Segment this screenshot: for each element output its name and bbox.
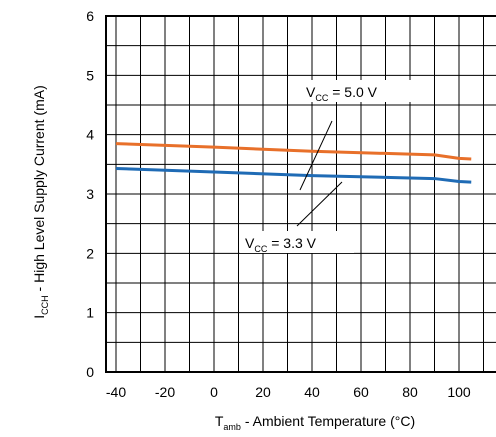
- annotation-5v: VCC = 5.0 V: [306, 84, 378, 103]
- x-tick-label-3: 20: [255, 384, 271, 400]
- annotation-3v3-rest: = 3.3 V: [267, 235, 316, 251]
- x-axis-label-main: T: [215, 413, 224, 429]
- series-line-0: [115, 142, 472, 161]
- annotation-leader-5v: [299, 120, 333, 191]
- series-line-1: [115, 166, 472, 184]
- grid: [106, 16, 496, 372]
- annotation-5v-main: V: [306, 84, 316, 100]
- x-tick-label-5: 60: [353, 384, 369, 400]
- series-lines: [115, 142, 472, 184]
- x-tick-labels: -40 -20 0 20 40 60 80 100: [106, 384, 471, 400]
- y-tick-label-6: 6: [86, 8, 94, 24]
- y-tick-label-3: 3: [86, 186, 94, 202]
- x-tick-label-7: 100: [447, 384, 471, 400]
- y-axis-label: ICCH - High Level Supply Current (mA): [31, 85, 50, 318]
- y-tick-label-4: 4: [86, 127, 94, 143]
- plot-frame: [105, 15, 496, 373]
- annotation-5v-sub: CC: [315, 93, 328, 103]
- y-axis-label-sub: CCH: [40, 295, 50, 315]
- annotation-3v3-main: V: [245, 235, 255, 251]
- x-tick-label-4: 40: [304, 384, 320, 400]
- y-tick-label-1: 1: [86, 305, 94, 321]
- x-tick-label-6: 80: [402, 384, 418, 400]
- y-axis-label-rest: - High Level Supply Current (mA): [31, 85, 47, 295]
- y-axis-label-main: I: [31, 315, 47, 319]
- annotation-bg-5v: [301, 80, 415, 102]
- x-axis-label-rest: - Ambient Temperature (°C): [241, 413, 415, 429]
- x-axis-label-sub: amb: [223, 422, 241, 432]
- annotation-5v-rest: = 5.0 V: [328, 84, 377, 100]
- annotation-leader-3v3: [296, 181, 343, 227]
- x-axis-label: Tamb - Ambient Temperature (°C): [215, 413, 415, 432]
- y-tick-label-0: 0: [86, 364, 94, 380]
- annotation-3v3: VCC = 3.3 V: [245, 235, 317, 254]
- x-tick-label-1: -20: [155, 384, 175, 400]
- x-tick-label-2: 0: [210, 384, 218, 400]
- y-tick-label-2: 2: [86, 245, 94, 261]
- annotation-bg-3v3: [240, 231, 354, 253]
- x-tick-label-0: -40: [106, 384, 126, 400]
- y-tick-label-5: 5: [86, 67, 94, 83]
- annotation-3v3-sub: CC: [254, 244, 267, 254]
- y-tick-labels: 0 1 2 3 4 5 6: [86, 8, 94, 380]
